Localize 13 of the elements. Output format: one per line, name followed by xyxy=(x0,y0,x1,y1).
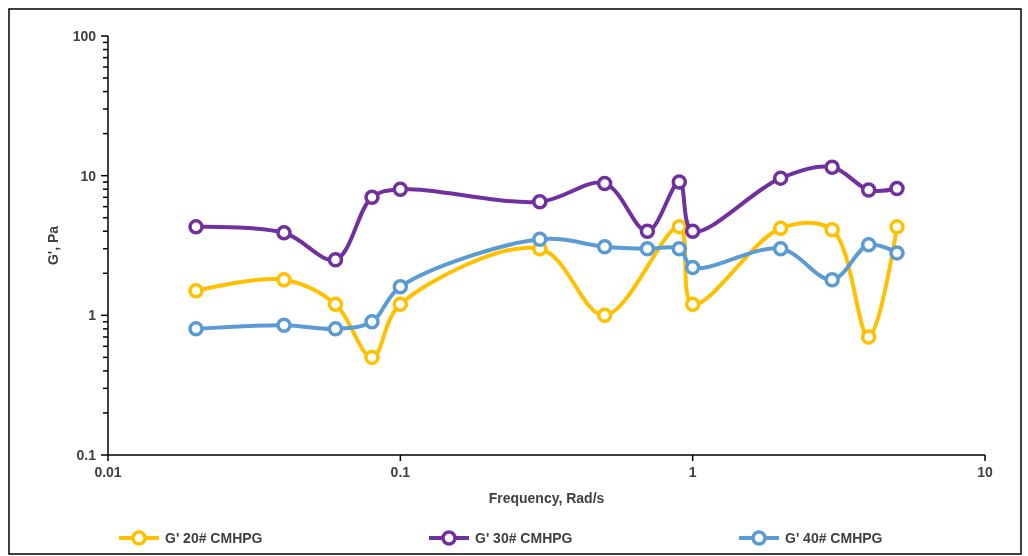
x-tick-label: 1 xyxy=(688,464,697,480)
x-axis-title: Frequency, Rad/s xyxy=(488,490,605,506)
x-tick-label: 0.01 xyxy=(94,464,122,480)
x-tick-label: 0.1 xyxy=(390,464,411,480)
legend-label: G' 40# CMHPG xyxy=(785,530,883,546)
y-tick-label: 10 xyxy=(80,167,97,184)
x-tick-label: 10 xyxy=(977,464,993,480)
y-tick-label: 1 xyxy=(88,307,97,324)
y-tick-label: 100 xyxy=(72,28,97,44)
legend-label: G' 30# CMHPG xyxy=(475,530,573,546)
y-axis-title: G', Pa xyxy=(45,225,61,266)
y-tick-label: 0.1 xyxy=(76,447,97,463)
legend-label: G' 20# CMHPG xyxy=(165,530,263,546)
